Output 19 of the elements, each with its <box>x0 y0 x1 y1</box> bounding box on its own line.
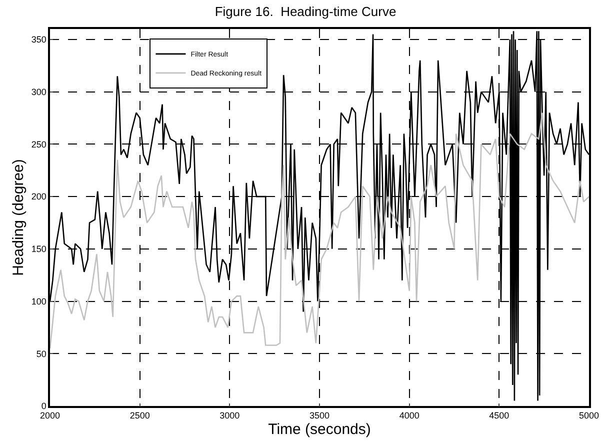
y-tick-label: 100 <box>31 296 46 306</box>
x-tick-label: 2500 <box>130 410 150 421</box>
x-tick-label: 2000 <box>40 410 60 421</box>
x-tick-label: 3500 <box>309 410 330 421</box>
x-tick-label: 4000 <box>399 410 420 421</box>
y-axis-title: Heading (degree) <box>10 159 28 276</box>
y-tick-label: 0 <box>41 401 46 412</box>
y-tick-label: 350 <box>31 34 46 45</box>
line-series <box>50 112 589 350</box>
x-tick-label: 4500 <box>489 410 510 421</box>
y-tick-label: 50 <box>36 348 46 359</box>
x-tick-label: 3000 <box>220 410 240 421</box>
y-tick-label: 300 <box>31 86 46 97</box>
x-tick-label: 5000 <box>578 410 600 421</box>
y-tick-label: 200 <box>31 192 46 202</box>
y-tick-label: 250 <box>31 139 46 150</box>
chart-title: Figure 16. Heading-time Curve <box>214 4 396 19</box>
x-axis-title: Time (seconds) <box>268 421 371 438</box>
y-tick-label: 150 <box>31 244 46 254</box>
